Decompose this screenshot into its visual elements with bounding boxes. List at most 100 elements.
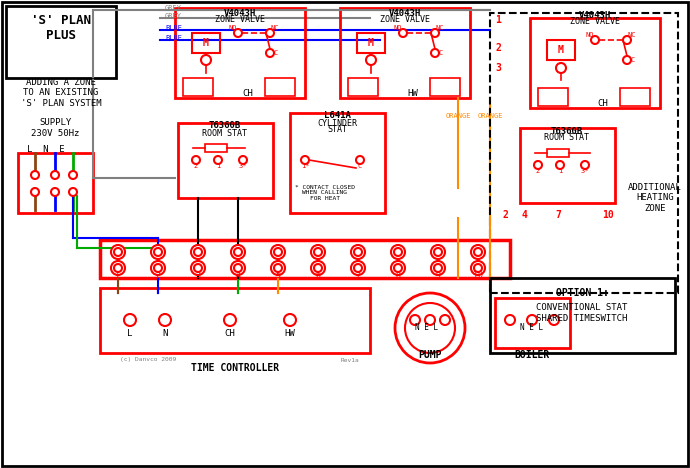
Text: NO: NO [394,25,402,31]
Circle shape [274,248,282,256]
Text: ADDITIONAL
HEATING
ZONE: ADDITIONAL HEATING ZONE [628,183,682,213]
Circle shape [271,261,285,275]
Circle shape [111,245,125,259]
Bar [175,8,305,98]
Text: T6360B: T6360B [209,122,241,131]
Circle shape [354,248,362,256]
Bar [547,40,575,60]
Text: V4043H: V4043H [389,8,421,17]
Circle shape [192,156,200,164]
Circle shape [194,248,202,256]
Text: 1: 1 [495,15,501,25]
Circle shape [114,264,122,272]
Circle shape [51,188,59,196]
Text: 4: 4 [522,210,528,220]
Bar [205,144,227,152]
Circle shape [410,315,420,325]
Text: STAT: STAT [327,125,347,134]
Text: BLUE: BLUE [165,25,182,31]
Circle shape [556,63,566,73]
Bar [100,288,370,353]
Bar [18,153,93,213]
Circle shape [425,315,435,325]
Text: * CONTACT CLOSED
WHEN CALLING
FOR HEAT: * CONTACT CLOSED WHEN CALLING FOR HEAT [295,185,355,201]
Circle shape [394,248,402,256]
Bar [530,18,660,108]
Text: CONVENTIONAL STAT
SHARED TIMESWITCH: CONVENTIONAL STAT SHARED TIMESWITCH [536,303,628,323]
Circle shape [154,248,162,256]
Text: TIME CONTROLLER: TIME CONTROLLER [191,363,279,373]
Circle shape [266,49,274,57]
Bar [265,78,295,96]
Text: L: L [128,329,132,337]
Text: 10: 10 [602,210,614,220]
Bar [520,128,615,203]
Circle shape [151,261,165,275]
Circle shape [431,49,439,57]
Text: T6360B: T6360B [551,126,583,136]
Circle shape [534,161,542,169]
Text: 6: 6 [315,271,320,280]
Text: N: N [162,329,168,337]
Bar [6,6,116,78]
Circle shape [431,245,445,259]
Text: 'S' PLAN
PLUS: 'S' PLAN PLUS [31,14,91,42]
Circle shape [114,248,122,256]
Circle shape [274,264,282,272]
Circle shape [311,261,325,275]
Bar [547,149,569,157]
Text: NC: NC [436,25,444,31]
Text: PUMP: PUMP [418,350,442,360]
Bar [430,78,460,96]
Text: BLUE: BLUE [165,35,182,41]
Circle shape [354,264,362,272]
Circle shape [581,161,589,169]
Circle shape [527,315,537,325]
Text: ROOM STAT: ROOM STAT [544,133,589,142]
Text: GREY: GREY [165,13,182,19]
Bar [340,8,470,98]
Text: 2: 2 [495,43,501,53]
Bar [490,278,675,353]
Text: 3*: 3* [239,163,247,169]
Text: CH: CH [243,89,253,98]
Text: ORANGE: ORANGE [445,113,471,119]
Text: L  N  E: L N E [27,146,65,154]
Circle shape [474,248,482,256]
Text: 1: 1 [558,168,562,174]
Bar [495,298,570,348]
Bar [100,240,510,278]
Circle shape [231,245,245,259]
Circle shape [391,261,405,275]
Text: N E L: N E L [520,323,544,332]
Bar [290,113,385,213]
Text: 2: 2 [194,163,198,169]
Bar [490,13,678,293]
Circle shape [159,314,171,326]
Text: L641A: L641A [324,111,351,120]
Text: 7: 7 [355,271,360,280]
Text: 1: 1 [115,271,121,280]
Text: HW: HW [408,89,418,98]
Circle shape [111,261,125,275]
Circle shape [154,264,162,272]
Text: ZONE VALVE: ZONE VALVE [215,15,265,24]
Circle shape [356,156,364,164]
Circle shape [556,161,564,169]
Text: Rev1a: Rev1a [341,358,359,363]
Text: M: M [203,38,209,48]
Text: CH: CH [598,100,609,109]
Text: CH: CH [225,329,235,337]
Circle shape [239,156,247,164]
Text: NC: NC [628,32,636,38]
Text: ZONE VALVE: ZONE VALVE [380,15,430,24]
Circle shape [234,264,242,272]
Circle shape [394,264,402,272]
Circle shape [266,29,274,37]
Text: GREY: GREY [165,5,182,11]
Text: 3: 3 [195,271,201,280]
Circle shape [224,314,236,326]
Circle shape [194,264,202,272]
Circle shape [395,293,465,363]
Circle shape [474,264,482,272]
